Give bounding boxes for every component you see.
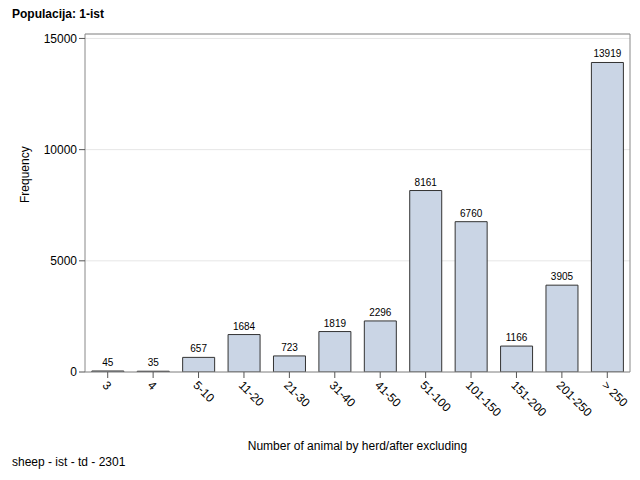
svg-text:11-20: 11-20 bbox=[236, 378, 267, 409]
svg-text:Number of animal by herd/after: Number of animal by herd/after excluding bbox=[248, 439, 467, 453]
svg-text:31-40: 31-40 bbox=[327, 378, 359, 410]
svg-text:0: 0 bbox=[70, 365, 77, 379]
svg-text:45: 45 bbox=[102, 357, 114, 368]
html-text:sheep - ist - td - 2301: sheep - ist - td - 2301 bbox=[12, 455, 126, 469]
svg-text:723: 723 bbox=[281, 342, 298, 353]
svg-text:101-150: 101-150 bbox=[463, 378, 504, 419]
svg-text:6760: 6760 bbox=[460, 208, 483, 219]
svg-text:2296: 2296 bbox=[369, 307, 392, 318]
svg-text:> 250: > 250 bbox=[599, 378, 631, 410]
svg-text:35: 35 bbox=[148, 357, 160, 368]
svg-text:4: 4 bbox=[145, 378, 160, 393]
svg-text:Frequency: Frequency bbox=[18, 146, 32, 203]
svg-text:1166: 1166 bbox=[506, 332, 528, 343]
svg-text:1819: 1819 bbox=[324, 318, 347, 329]
svg-text:3: 3 bbox=[100, 378, 115, 393]
svg-text:10000: 10000 bbox=[44, 143, 78, 157]
svg-text:5000: 5000 bbox=[50, 254, 77, 268]
svg-text:15000: 15000 bbox=[44, 32, 78, 46]
svg-text:3905: 3905 bbox=[551, 271, 574, 282]
svg-text:1684: 1684 bbox=[233, 321, 256, 332]
html-text:Populacija: 1-ist: Populacija: 1-ist bbox=[12, 7, 104, 21]
svg-text:151-200: 151-200 bbox=[508, 378, 549, 419]
svg-text:8161: 8161 bbox=[415, 177, 438, 188]
svg-text:21-30: 21-30 bbox=[281, 378, 313, 410]
svg-text:5-10: 5-10 bbox=[190, 378, 217, 405]
svg-text:41-50: 41-50 bbox=[372, 378, 404, 410]
svg-text:201-250: 201-250 bbox=[554, 378, 595, 419]
svg-text:657: 657 bbox=[190, 343, 207, 354]
svg-text:13919: 13919 bbox=[593, 48, 621, 59]
svg-text:51-100: 51-100 bbox=[417, 378, 454, 415]
